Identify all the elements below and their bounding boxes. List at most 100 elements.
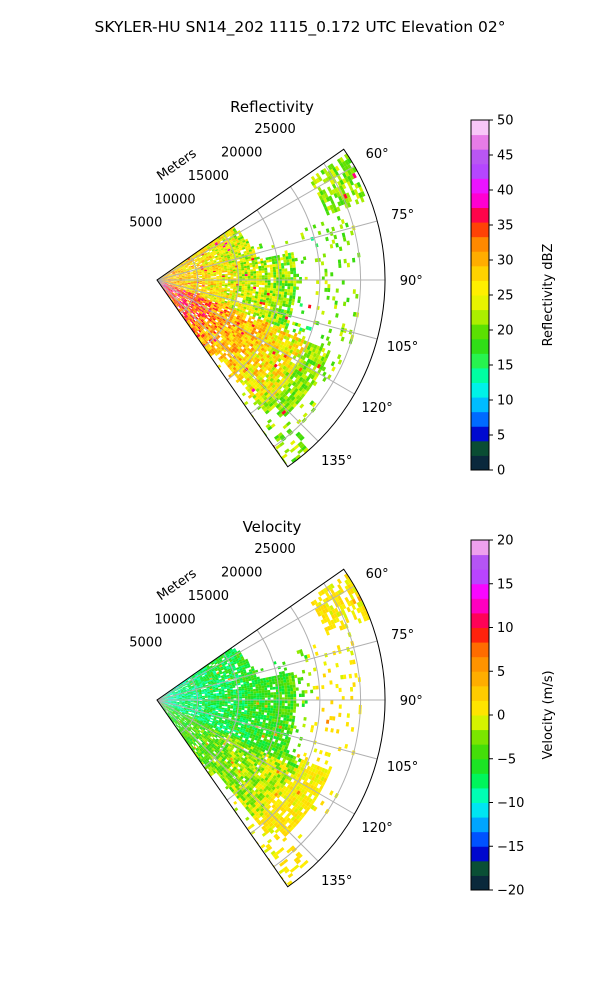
- colorbar-tick-label: 35: [497, 219, 514, 234]
- colorbar-segment: [471, 192, 489, 208]
- sector-outline: [156, 148, 386, 468]
- colorbar-tick-label: 0: [497, 709, 505, 724]
- colorbar-segment: [471, 817, 489, 833]
- range-ring: [250, 606, 321, 834]
- colorbar-tick-label: 25: [497, 289, 514, 304]
- panel-title: Velocity: [243, 518, 302, 536]
- sector-outline: [156, 568, 386, 888]
- colorbar-segment: [471, 265, 489, 281]
- colorbar-tick-label: −20: [497, 884, 524, 899]
- colorbar: 0 5 10 15 20 25 30 35 40 45 50 Reflectivity dBZ: [470, 114, 556, 479]
- colorbar-segment: [471, 397, 489, 413]
- colorbar-tick-label: 5: [497, 429, 505, 444]
- colorbar-segment: [471, 729, 489, 745]
- azimuth-tick-label: 120°: [361, 821, 392, 836]
- range-tick-label: 10000: [154, 612, 195, 627]
- colorbar-tick-label: 10: [497, 621, 514, 636]
- colorbar-segment: [471, 324, 489, 340]
- colorbar-segment: [471, 280, 489, 296]
- range-ring: [226, 629, 280, 801]
- azimuth-gridline: [156, 165, 355, 281]
- range-ring: [273, 162, 361, 448]
- colorbar-segment: [471, 353, 489, 369]
- range-tick-label: 20000: [221, 146, 262, 161]
- colorbar-segment: [471, 426, 489, 442]
- radar-panels: Reflectivity60°75°90°105°120°135°5000100…: [129, 98, 556, 899]
- azimuth-tick-label: 120°: [361, 401, 392, 416]
- colorbar-segment: [471, 163, 489, 179]
- colorbar-label: Reflectivity dBZ: [541, 244, 556, 347]
- colorbar-segment: [471, 207, 489, 223]
- colorbar-segment: [471, 831, 489, 847]
- colorbar-tick-label: −5: [497, 752, 516, 767]
- azimuth-gridline: [156, 279, 355, 395]
- colorbar-tick-label: 45: [497, 149, 514, 164]
- colorbar-segment: [471, 598, 489, 614]
- range-ring: [203, 653, 239, 768]
- range-tick-label: 15000: [188, 589, 229, 604]
- range-tick-label: 25000: [254, 542, 295, 557]
- azimuth-tick-label: 75°: [391, 628, 414, 643]
- colorbar-tick-label: 5: [497, 665, 505, 680]
- range-ring: [226, 209, 280, 381]
- azimuth-gridline: [156, 585, 355, 701]
- azimuth-tick-label: 90°: [400, 694, 423, 709]
- colorbar-segment: [471, 860, 489, 876]
- colorbar-tick-label: 50: [497, 114, 514, 129]
- colorbar-segment: [471, 569, 489, 585]
- radar-panel-reflectivity: Reflectivity60°75°90°105°120°135°5000100…: [129, 98, 556, 479]
- colorbar-segment: [471, 773, 489, 789]
- colorbar-segment: [471, 309, 489, 325]
- range-ring: [250, 186, 321, 414]
- colorbar-tick-label: 0: [497, 464, 505, 479]
- colorbar-segment: [471, 382, 489, 398]
- colorbar-segment: [471, 627, 489, 643]
- colorbar-segment: [471, 540, 489, 556]
- range-tick-label: 15000: [188, 169, 229, 184]
- colorbar-segment: [471, 700, 489, 716]
- colorbar-segment: [471, 671, 489, 687]
- azimuth-tick-label: 105°: [387, 760, 418, 775]
- colorbar-segment: [471, 787, 489, 803]
- colorbar-segment: [471, 758, 489, 774]
- colorbar-segment: [471, 149, 489, 165]
- colorbar-tick-label: 40: [497, 184, 514, 199]
- colorbar-segment: [471, 554, 489, 570]
- colorbar-label: Velocity (m/s): [541, 670, 556, 759]
- colorbar-segment: [471, 222, 489, 238]
- range-tick-label: 5000: [129, 636, 162, 651]
- azimuth-tick-label: 60°: [366, 567, 389, 582]
- colorbar-segment: [471, 642, 489, 658]
- colorbar-segment: [471, 455, 489, 471]
- colorbar: −20 −15 −10 −5 0 5 10 15 20 Velocity (m/s): [470, 534, 556, 899]
- colorbar-segment: [471, 251, 489, 267]
- panel-title: Reflectivity: [230, 98, 314, 116]
- colorbar-segment: [471, 411, 489, 427]
- range-tick-label: 5000: [129, 216, 162, 231]
- colorbar-segment: [471, 134, 489, 150]
- azimuth-gridline: [156, 220, 378, 281]
- azimuth-gridline: [156, 699, 355, 815]
- azimuth-tick-label: 75°: [391, 208, 414, 223]
- range-tick-label: 25000: [254, 122, 295, 137]
- colorbar-segment: [471, 685, 489, 701]
- colorbar-tick-label: 20: [497, 324, 514, 339]
- azimuth-tick-label: 135°: [321, 874, 352, 889]
- colorbar-segment: [471, 612, 489, 628]
- colorbar-segment: [471, 656, 489, 672]
- colorbar-tick-label: 20: [497, 534, 514, 549]
- colorbar-segment: [471, 715, 489, 731]
- colorbar-tick-label: 10: [497, 394, 514, 409]
- colorbar-segment: [471, 583, 489, 599]
- range-ring: [203, 233, 239, 348]
- colorbar-segment: [471, 744, 489, 760]
- azimuth-gridline: [156, 279, 319, 442]
- radar-panel-velocity: Velocity 60° 75° 90° 105° 120° 135° 5000 10000 15…: [129, 518, 556, 899]
- figure-title: SKYLER-HU SN14_202 1115_0.172 UTC Elevat…: [95, 18, 506, 37]
- colorbar-segment: [471, 875, 489, 891]
- azimuth-gridline: [156, 640, 378, 701]
- colorbar-segment: [471, 295, 489, 311]
- azimuth-tick-label: 135°: [321, 454, 352, 469]
- colorbar-segment: [471, 367, 489, 383]
